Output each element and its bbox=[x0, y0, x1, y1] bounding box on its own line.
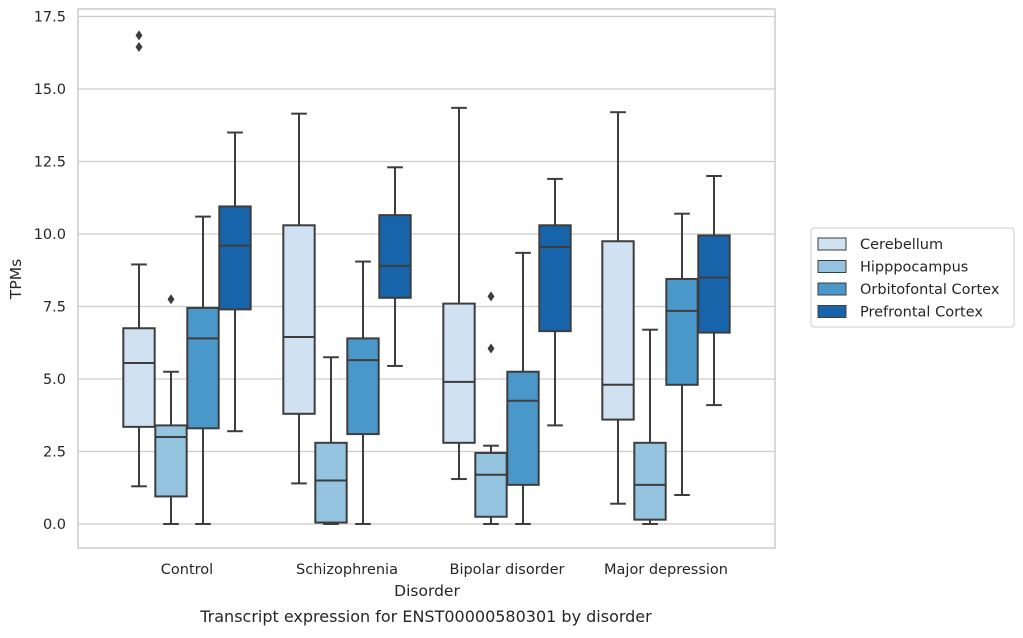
box-body bbox=[314, 441, 348, 524]
plot-frame bbox=[77, 8, 776, 549]
x-axis-label: Disorder bbox=[394, 582, 460, 600]
legend-label: Orbitofontal Cortex bbox=[860, 282, 1000, 298]
box-cerebellum bbox=[282, 112, 316, 485]
box-hipppocampus bbox=[474, 291, 508, 525]
box-body bbox=[122, 327, 156, 428]
box-prefrontal-cortex bbox=[218, 131, 252, 433]
outlier-point bbox=[135, 30, 143, 41]
box-hipppocampus bbox=[633, 328, 667, 525]
box-hipppocampus bbox=[154, 294, 188, 525]
y-axis-ticks: 0.0 2.5 5.0 7.5 10.0 12.5 15.0 17.5 bbox=[34, 10, 66, 534]
box-prefrontal-cortex bbox=[697, 175, 731, 407]
box-body bbox=[346, 337, 380, 436]
legend-swatch bbox=[817, 282, 847, 296]
outlier-point bbox=[487, 291, 495, 302]
x-tick-label: Control bbox=[161, 562, 213, 578]
box-body bbox=[474, 451, 508, 518]
box-body bbox=[697, 234, 731, 334]
box-prefrontal-cortex bbox=[538, 177, 572, 427]
y-tick-label: 12.5 bbox=[34, 155, 66, 171]
box-body bbox=[282, 224, 316, 415]
x-axis-ticks: Control Schizophrenia Bipolar disorder Majo… bbox=[161, 562, 728, 578]
y-axis-label: TPMs bbox=[7, 259, 25, 300]
box-body bbox=[186, 306, 220, 430]
box-orbitofontal-cortex bbox=[506, 251, 540, 525]
legend: Cerebellum Hipppocampus Orbitofontal Corte… bbox=[810, 227, 1015, 328]
x-tick-label: Major depression bbox=[604, 562, 728, 578]
legend-swatch bbox=[817, 305, 847, 318]
legend-swatch bbox=[817, 260, 847, 273]
box-body bbox=[601, 240, 635, 421]
box-body bbox=[506, 370, 540, 486]
box-cerebellum bbox=[122, 30, 156, 488]
box-prefrontal-cortex bbox=[378, 166, 412, 367]
box-cerebellum bbox=[601, 111, 635, 505]
x-tick-label: Bipolar disorder bbox=[450, 562, 565, 578]
y-tick-label: 7.5 bbox=[43, 300, 66, 316]
chart-caption: Transcript expression for ENST0000058030… bbox=[199, 607, 652, 626]
box-orbitofontal-cortex bbox=[186, 215, 220, 525]
y-tick-label: 17.5 bbox=[34, 10, 66, 26]
box-body bbox=[633, 441, 667, 521]
x-tick-label: Schizophrenia bbox=[296, 562, 398, 578]
y-tick-label: 2.5 bbox=[43, 445, 66, 461]
outlier-point bbox=[167, 294, 175, 305]
box-body bbox=[218, 205, 252, 311]
box-hipppocampus bbox=[314, 356, 348, 525]
outlier-point bbox=[487, 343, 495, 354]
box-cerebellum bbox=[442, 106, 476, 481]
boxes bbox=[122, 30, 731, 525]
box-body bbox=[442, 302, 476, 444]
legend-label: Cerebellum bbox=[860, 237, 943, 253]
box-body bbox=[378, 214, 412, 299]
legend-label: Prefrontal Cortex bbox=[860, 305, 983, 321]
y-tick-label: 15.0 bbox=[34, 82, 66, 98]
box-body bbox=[665, 277, 699, 386]
box-body bbox=[538, 224, 572, 333]
y-tick-label: 10.0 bbox=[34, 227, 66, 243]
legend-swatch bbox=[817, 237, 847, 251]
y-tick-label: 5.0 bbox=[43, 372, 66, 388]
y-tick-label: 0.0 bbox=[43, 517, 66, 533]
legend-label: Hipppocampus bbox=[860, 260, 968, 276]
box-orbitofontal-cortex bbox=[665, 212, 699, 496]
box-orbitofontal-cortex bbox=[346, 260, 380, 525]
outlier-point bbox=[135, 41, 143, 52]
legend-frame bbox=[810, 227, 1015, 328]
